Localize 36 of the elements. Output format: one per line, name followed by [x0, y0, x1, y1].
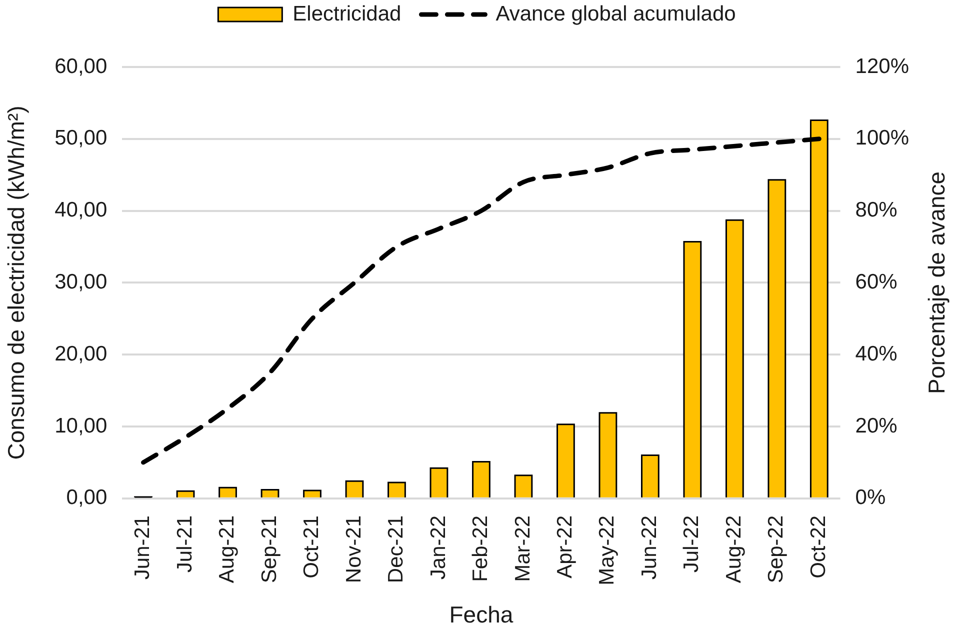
legend-label: Avance global acumulado [496, 2, 736, 26]
legend-label: Electricidad [292, 2, 402, 26]
y-tick-label: 50,00 [54, 126, 108, 150]
y-tick-label: 30,00 [54, 270, 108, 294]
y-tick-label: 10,00 [54, 414, 108, 438]
x-tick-label: Sep-22 [764, 515, 788, 584]
y2-tick-label: 40% [855, 342, 898, 366]
y2-tick-label: 100% [855, 126, 910, 150]
y2-axis-title: Porcentaje de avance [923, 171, 950, 394]
y-tick-label: 20,00 [54, 342, 108, 366]
x-tick-label: Jul-21 [173, 515, 196, 573]
y2-tick-label: 120% [855, 54, 910, 78]
x-tick-label: Dec-21 [384, 515, 408, 584]
x-tick-label: Sep-21 [258, 515, 281, 584]
y-tick-label: 0,00 [66, 486, 108, 510]
y-tick-label: 40,00 [54, 198, 108, 222]
y-axis-title: Consumo de electricidad (kWh/m²) [3, 106, 30, 460]
x-tick-label: Jun-21 [131, 515, 154, 580]
y2-tick-label: 80% [855, 198, 898, 222]
x-tick-label: May-22 [596, 515, 619, 586]
x-tick-label: Mar-22 [511, 515, 534, 582]
y2-tick-label: 0% [855, 486, 886, 510]
x-tick-label: Jan-22 [426, 515, 450, 580]
x-tick-label: Feb-22 [469, 515, 492, 582]
y2-tick-label: 60% [855, 270, 898, 294]
x-tick-label: Nov-21 [342, 515, 366, 584]
x-tick-label: Apr-22 [554, 515, 577, 578]
x-tick-label: Jun-22 [638, 515, 661, 580]
x-tick-label: Oct-21 [300, 515, 324, 578]
x-tick-label: Aug-22 [722, 515, 746, 584]
x-tick-label: Jul-22 [680, 515, 704, 573]
x-axis-title: Fecha [449, 602, 514, 628]
x-tick-label: Oct-22 [806, 515, 830, 578]
x-tick-label: Aug-21 [216, 515, 239, 584]
y2-tick-label: 20% [855, 414, 898, 438]
y-tick-label: 60,00 [54, 54, 108, 78]
